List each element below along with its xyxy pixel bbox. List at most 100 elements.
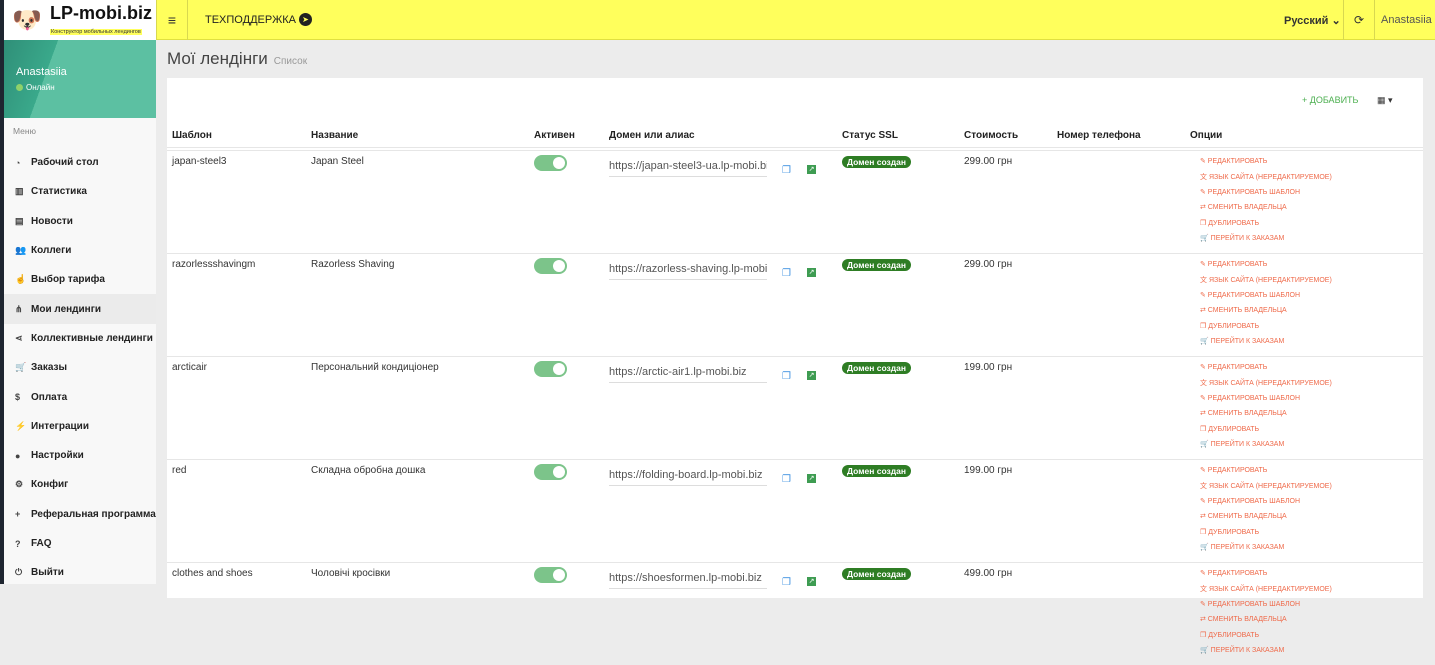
- domain-field[interactable]: https://razorless-shaving.lp-mobi.biz: [609, 260, 767, 280]
- copy-icon[interactable]: ❐: [782, 577, 791, 588]
- option-link[interactable]: ⇄ СМЕНИТЬ ВЛАДЕЛЬЦА: [1200, 616, 1287, 624]
- option-link[interactable]: ✎ РЕДАКТИРОВАТЬ: [1200, 261, 1268, 268]
- sidebar-item-0[interactable]: ◔ Рабочий стол: [4, 148, 156, 177]
- option-link[interactable]: 🛒 ПЕРЕЙТИ К ЗАКАЗАМ: [1200, 543, 1285, 551]
- external-link-icon[interactable]: ↗: [807, 268, 816, 277]
- option-link[interactable]: ⇄ СМЕНИТЬ ВЛАДЕЛЬЦА: [1200, 204, 1287, 212]
- options-list: ✎ РЕДАКТИРОВАТЬ 文 ЯЗЫК САЙТА (НЕРЕДАКТИРУ…: [1200, 260, 1332, 352]
- menu-heading: Меню: [13, 126, 36, 136]
- name-cell: Razorless Shaving: [311, 259, 395, 270]
- sidebar-item-9[interactable]: ⚡ Интеграции: [4, 412, 156, 441]
- active-toggle[interactable]: [534, 258, 567, 274]
- copy-icon[interactable]: ❐: [782, 371, 791, 382]
- support-link[interactable]: ТЕХПОДДЕРЖКА ➤: [205, 13, 312, 26]
- language-dropdown[interactable]: Русский ⌄: [1284, 14, 1341, 27]
- sidebar-item-12[interactable]: + Реферальная программа: [4, 500, 156, 529]
- cogs-icon: ⚙: [15, 479, 24, 490]
- option-link[interactable]: 🛒 ПЕРЕЙТИ К ЗАКАЗАМ: [1200, 234, 1285, 242]
- sidebar-item-4[interactable]: ☝ Выбор тарифа: [4, 265, 156, 294]
- sidebar-item-6[interactable]: ⋖ Коллективные лендинги: [4, 324, 156, 353]
- option-link[interactable]: 🛒 ПЕРЕЙТИ К ЗАКАЗАМ: [1200, 440, 1285, 448]
- domain-field[interactable]: https://shoesformen.lp-mobi.biz: [609, 569, 767, 589]
- bar-chart-icon: ▥: [15, 186, 24, 197]
- external-link-icon[interactable]: ↗: [807, 577, 816, 586]
- option-link[interactable]: ✎ РЕДАКТИРОВАТЬ: [1200, 364, 1268, 371]
- option-link[interactable]: ❐ ДУБЛИРОВАТЬ: [1200, 219, 1260, 227]
- sidebar-item-7[interactable]: 🛒 Заказы: [4, 353, 156, 382]
- copy-icon[interactable]: ❐: [782, 165, 791, 176]
- dashboard-icon: ◔: [15, 157, 21, 168]
- option-link[interactable]: 文 ЯЗЫК САЙТА (НЕРЕДАКТИРУЕМОЕ): [1200, 277, 1332, 285]
- sidebar-item-13[interactable]: ? FAQ: [4, 529, 156, 558]
- sidebar-item-1[interactable]: ▥ Статистика: [4, 177, 156, 206]
- option-link[interactable]: 文 ЯЗЫК САЙТА (НЕРЕДАКТИРУЕМОЕ): [1200, 483, 1332, 491]
- option-link[interactable]: ✎ РЕДАКТИРОВАТЬ: [1200, 158, 1268, 165]
- option-link[interactable]: ✎ РЕДАКТИРОВАТЬ ШАБЛОН: [1200, 188, 1301, 196]
- column-header[interactable]: Статус SSL: [842, 130, 898, 141]
- newspaper-icon: ▤: [15, 215, 24, 226]
- option-link[interactable]: 文 ЯЗЫК САЙТА (НЕРЕДАКТИРУЕМОЕ): [1200, 586, 1332, 594]
- option-link[interactable]: ❐ ДУБЛИРОВАТЬ: [1200, 322, 1260, 330]
- copy-icon[interactable]: ❐: [782, 474, 791, 485]
- option-link[interactable]: ❐ ДУБЛИРОВАТЬ: [1200, 425, 1260, 433]
- option-link[interactable]: ✎ РЕДАКТИРОВАТЬ ШАБЛОН: [1200, 394, 1301, 402]
- active-toggle[interactable]: [534, 361, 567, 377]
- option-link[interactable]: ⇄ СМЕНИТЬ ВЛАДЕЛЬЦА: [1200, 513, 1287, 521]
- cart-icon: 🛒: [15, 362, 27, 373]
- option-link[interactable]: ❐ ДУБЛИРОВАТЬ: [1200, 528, 1260, 536]
- column-header[interactable]: Название: [311, 130, 359, 141]
- column-header[interactable]: Номер телефона: [1057, 130, 1141, 141]
- menu-toggle-button[interactable]: ≡: [156, 0, 188, 40]
- option-link[interactable]: ✎ РЕДАКТИРОВАТЬ ШАБЛОН: [1200, 600, 1301, 608]
- sidebar-item-label: Конфиг: [31, 479, 69, 491]
- price-cell: 199.00 грн: [964, 465, 1013, 476]
- sidebar-item-14[interactable]: ⏻ Выйти: [4, 558, 156, 587]
- column-header[interactable]: Домен или алиас: [609, 130, 695, 141]
- option-link[interactable]: 文 ЯЗЫК САЙТА (НЕРЕДАКТИРУЕМОЕ): [1200, 174, 1332, 182]
- option-link[interactable]: ✎ РЕДАКТИРОВАТЬ ШАБЛОН: [1200, 497, 1301, 505]
- option-link[interactable]: ✎ РЕДАКТИРОВАТЬ: [1200, 467, 1268, 474]
- columns-toggle-button[interactable]: ▦ ▾: [1377, 95, 1393, 105]
- telegram-icon: ➤: [298, 13, 312, 26]
- option-link[interactable]: ⇄ СМЕНИТЬ ВЛАДЕЛЬЦА: [1200, 307, 1287, 315]
- refresh-button[interactable]: ⟳: [1343, 0, 1375, 40]
- column-header[interactable]: Активен: [534, 130, 575, 141]
- sidebar-item-5[interactable]: ⋔ Мои лендинги: [4, 294, 156, 324]
- active-toggle[interactable]: [534, 155, 567, 171]
- header-divider: [167, 147, 1423, 148]
- sidebar-item-label: Реферальная программа: [31, 508, 156, 520]
- external-link-icon[interactable]: ↗: [807, 474, 816, 483]
- option-link[interactable]: ⇄ СМЕНИТЬ ВЛАДЕЛЬЦА: [1200, 410, 1287, 418]
- column-header[interactable]: Шаблон: [172, 130, 212, 141]
- option-link[interactable]: ✎ РЕДАКТИРОВАТЬ: [1200, 570, 1268, 577]
- sidebar-item-2[interactable]: ▤ Новости: [4, 207, 156, 236]
- domain-field[interactable]: https://folding-board.lp-mobi.biz: [609, 466, 767, 486]
- active-toggle[interactable]: [534, 464, 567, 480]
- active-toggle[interactable]: [534, 567, 567, 583]
- sidebar-item-10[interactable]: ● Настройки: [4, 441, 156, 470]
- user-menu[interactable]: Anastasiia: [1381, 14, 1432, 26]
- hamburger-icon: ≡: [167, 12, 177, 28]
- external-link-icon[interactable]: ↗: [807, 371, 816, 380]
- sidebar-item-8[interactable]: $ Оплата: [4, 382, 156, 411]
- option-link[interactable]: ✎ РЕДАКТИРОВАТЬ ШАБЛОН: [1200, 291, 1301, 299]
- sidebar-item-label: FAQ: [31, 538, 52, 549]
- options-list: ✎ РЕДАКТИРОВАТЬ 文 ЯЗЫК САЙТА (НЕРЕДАКТИРУ…: [1200, 569, 1332, 661]
- option-link[interactable]: ❐ ДУБЛИРОВАТЬ: [1200, 631, 1260, 639]
- column-header[interactable]: Стоимость: [964, 130, 1019, 141]
- sidebar-menu: ◔ Рабочий стол ▥ Статистика ▤ Новости 👥 Коллеги…: [4, 148, 156, 587]
- option-link[interactable]: 🛒 ПЕРЕЙТИ К ЗАКАЗАМ: [1200, 646, 1285, 654]
- external-link-icon[interactable]: ↗: [807, 165, 816, 174]
- domain-field[interactable]: https://japan-steel3-ua.lp-mobi.biz: [609, 157, 767, 177]
- domain-field[interactable]: https://arctic-air1.lp-mobi.biz: [609, 363, 767, 383]
- copy-icon[interactable]: ❐: [782, 268, 791, 279]
- window-edge: [0, 0, 4, 584]
- logo[interactable]: 🐶 LP-mobi.biz Конструктор мобильных ленд…: [4, 0, 156, 40]
- option-link[interactable]: 🛒 ПЕРЕЙТИ К ЗАКАЗАМ: [1200, 337, 1285, 345]
- column-header[interactable]: Опции: [1190, 130, 1223, 141]
- add-button[interactable]: + ДОБАВИТЬ: [1302, 95, 1359, 105]
- sidebar-item-11[interactable]: ⚙ Конфиг: [4, 470, 156, 499]
- table-row: arcticair Персональний кондиціонер https:/…: [167, 356, 1423, 459]
- sidebar-item-3[interactable]: 👥 Коллеги: [4, 236, 156, 265]
- option-link[interactable]: 文 ЯЗЫК САЙТА (НЕРЕДАКТИРУЕМОЕ): [1200, 380, 1332, 388]
